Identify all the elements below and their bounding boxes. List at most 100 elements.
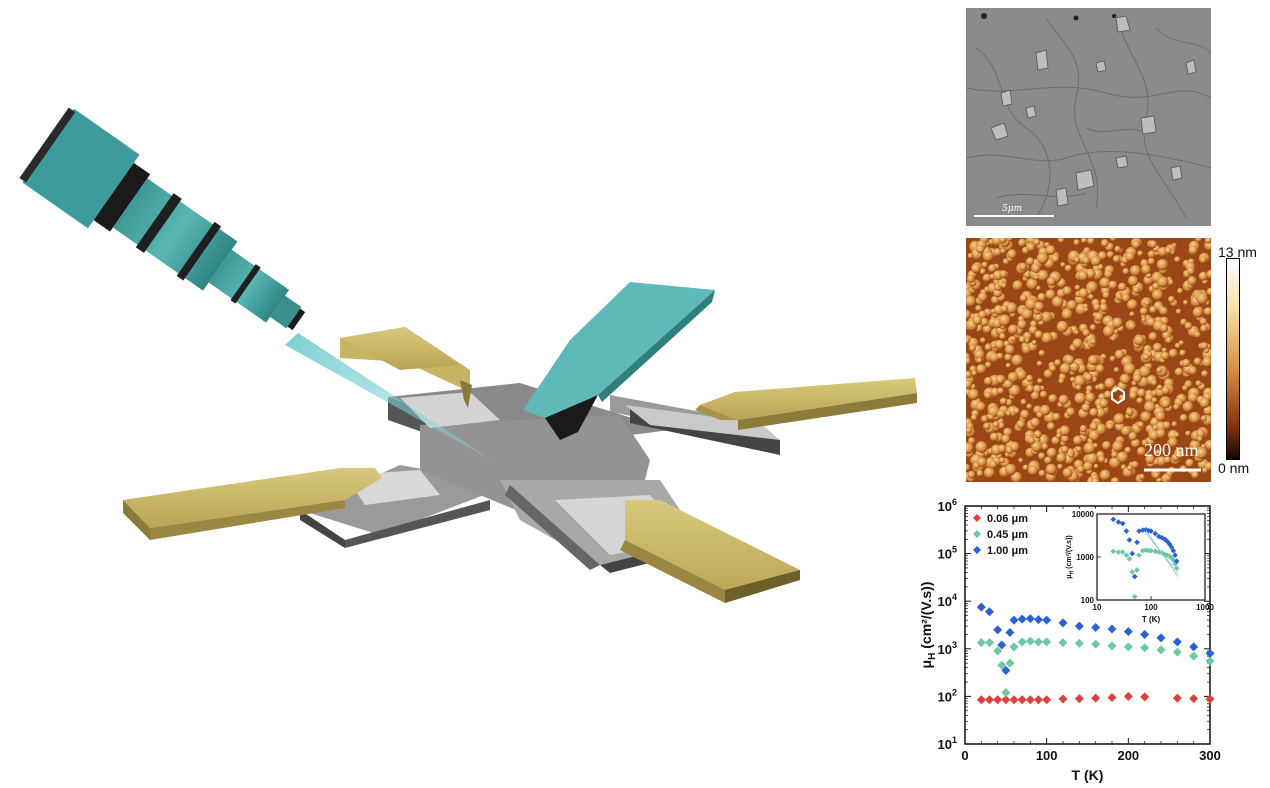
y-tick-label: 103: [938, 640, 957, 657]
objective-lens: [19, 107, 306, 331]
data-point: [1189, 642, 1199, 652]
colorbar-min-label: 0 nm: [1218, 460, 1250, 476]
inset-data-point: [1173, 558, 1180, 564]
data-point: [1107, 641, 1117, 651]
inset-data-point: [1110, 516, 1117, 523]
inset-data-point: [1168, 544, 1175, 550]
data-point: [1074, 638, 1084, 648]
data-point: [1123, 642, 1133, 652]
inset-data-point: [1139, 527, 1146, 534]
inset-x-tick-label: 10: [1093, 603, 1102, 612]
data-point: [976, 638, 986, 648]
sem-scale-label: 5μm: [1002, 204, 1023, 214]
inset-data-point: [1148, 528, 1154, 534]
data-point: [985, 638, 994, 648]
sem-image: [966, 8, 1211, 226]
legend-marker: [973, 514, 981, 522]
inset-data-point: [1115, 519, 1122, 525]
data-point: [1058, 618, 1068, 628]
data-point: [1034, 695, 1043, 705]
main-plot-frame: [964, 505, 1211, 745]
y-tick-label: 106: [938, 497, 957, 514]
inset-data-point: [1119, 549, 1126, 555]
data-point: [1001, 688, 1011, 698]
inset-data-point: [1170, 547, 1177, 554]
data-point: [1005, 628, 1015, 638]
inset-data-point: [1172, 552, 1178, 559]
data-point: [1205, 694, 1215, 704]
data-point: [1017, 614, 1027, 624]
data-point: [1034, 615, 1043, 625]
data-point: [1058, 638, 1068, 648]
data-point: [1172, 693, 1182, 703]
data-point: [985, 607, 994, 617]
inset-data-point: [1142, 547, 1149, 553]
data-point: [993, 695, 1003, 705]
data-point: [1074, 621, 1084, 631]
y-tick-label: 101: [938, 735, 957, 752]
inset-fit-line: [1145, 532, 1179, 574]
inset-y-tick-label: 1000: [1076, 553, 1094, 562]
inset-x-axis-label: T (K): [1142, 615, 1161, 624]
y-axis-label: μH (cm²/(V.s)): [918, 582, 938, 669]
inset-data-point: [1129, 550, 1136, 557]
data-point: [1172, 637, 1182, 647]
inset-data-point: [1156, 549, 1162, 555]
legend-marker: [973, 530, 981, 538]
data-point: [1091, 693, 1101, 703]
data-point: [1025, 636, 1035, 646]
data-point: [1189, 651, 1199, 661]
data-point: [1009, 642, 1019, 652]
inset-data-point: [1164, 552, 1171, 559]
legend-label: 0.45 μm: [987, 529, 1028, 541]
afm-grains: [966, 238, 1211, 482]
inset-data-point: [1126, 537, 1133, 543]
data-point: [1123, 627, 1133, 637]
data-point: [1140, 643, 1150, 653]
legend-marker: [973, 546, 981, 554]
data-point: [1017, 637, 1027, 647]
data-point: [1205, 656, 1215, 666]
hall-device-illustration: [19, 107, 917, 603]
inset-data-point: [1161, 536, 1168, 542]
inset-series-045m: [1110, 547, 1180, 600]
x-tick-label: 0: [961, 748, 968, 763]
inset-data-point: [1152, 530, 1159, 537]
data-point: [1189, 694, 1199, 704]
data-point: [997, 660, 1007, 670]
data-point: [993, 646, 1003, 656]
inset-frame: [1096, 513, 1206, 601]
data-point: [1156, 633, 1166, 643]
legend-label: 1.00 μm: [987, 545, 1028, 557]
inset-data-point: [1129, 569, 1136, 575]
data-point: [1172, 647, 1182, 657]
data-point: [1091, 639, 1101, 649]
inset-data-point: [1115, 549, 1122, 555]
inset-data-point: [1119, 520, 1126, 527]
inset-data-point: [1131, 573, 1138, 580]
data-point: [1005, 658, 1015, 668]
inset-data-point: [1136, 528, 1142, 534]
sem-micrograph: 5μm: [966, 8, 1211, 226]
series-100m: [976, 602, 1215, 676]
colorbar-gradient: [1226, 258, 1240, 460]
data-point: [976, 602, 986, 612]
data-point: [1042, 695, 1052, 705]
data-point: [1140, 629, 1150, 639]
inset-data-point: [1123, 528, 1130, 534]
x-tick-label: 200: [1117, 748, 1139, 763]
data-point: [1025, 695, 1035, 705]
data-point: [1009, 615, 1019, 625]
data-point: [1140, 692, 1150, 702]
data-point: [1042, 637, 1052, 647]
series-006m: [976, 691, 1215, 705]
data-point: [1034, 637, 1043, 647]
data-point: [1107, 692, 1117, 702]
inset-x-tick-label: 100: [1144, 603, 1158, 612]
inset-data-point: [1139, 547, 1146, 554]
data-point: [1009, 695, 1019, 705]
inset-data-point: [1134, 567, 1140, 573]
inset-data-point: [1123, 552, 1130, 559]
data-point: [1042, 615, 1052, 625]
inset-data-point: [1134, 539, 1140, 546]
